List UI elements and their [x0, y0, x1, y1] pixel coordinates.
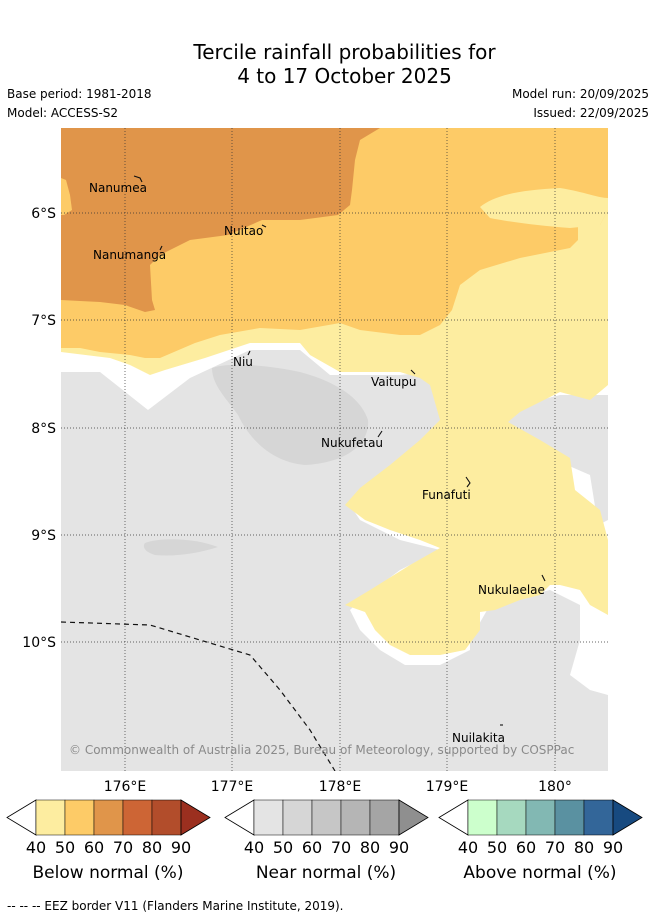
near-normal-50-patch-1 [212, 364, 369, 465]
title-line-2: 4 to 17 October 2025 [237, 64, 452, 88]
colorbar-tick-label: 40 [458, 838, 478, 857]
place-label: Funafuti [422, 488, 471, 502]
island-nanumea [133, 175, 143, 183]
lon-label: 178°E [319, 779, 362, 795]
colorbar-segment [93, 799, 124, 836]
colorbar-under-triangle [224, 799, 255, 836]
lon-label: 177°E [211, 779, 254, 795]
lat-label: 9°S [31, 528, 56, 544]
lon-label: 179°E [426, 779, 469, 795]
colorbar-segment [340, 799, 371, 836]
colorbar-label-below: Below normal (%) [32, 863, 184, 883]
colorbar-label-near: Near normal (%) [255, 863, 397, 883]
lat-label: 10°S [22, 635, 56, 651]
below-normal-40-top-patch [480, 188, 608, 228]
copyright-notice: © Commonwealth of Australia 2025, Bureau… [69, 743, 574, 757]
eez-border [61, 621, 336, 771]
colorbar-below-normal: 40 50 60 70 80 90 [6, 799, 211, 857]
model-run: Model run: 20/09/2025 [511, 87, 649, 101]
issued-date: Issued: 22/09/2025 [533, 106, 649, 120]
island-nukulaelae [541, 574, 546, 582]
island-vaitupu [410, 369, 416, 375]
lon-label: 180° [538, 779, 572, 795]
colorbar-tick-label: 50 [55, 838, 75, 857]
eez-legend: -- -- -- EEZ border V11 (Flanders Marine… [7, 899, 344, 913]
colorbar-tick-label: 90 [171, 838, 191, 857]
colorbar-tick-label: 70 [331, 838, 351, 857]
island-nanumanga [159, 245, 163, 251]
island-niu [247, 350, 251, 356]
colorbar-tick-label: 80 [574, 838, 594, 857]
island-nuitao [261, 224, 267, 228]
colorbar-segment [253, 799, 284, 836]
colorbar-tick-label: 50 [487, 838, 507, 857]
colorbar-segment [282, 799, 313, 836]
colorbar-tick-label: 50 [273, 838, 293, 857]
island-funafuti [465, 476, 471, 488]
place-label: Vaitupu [371, 375, 417, 389]
place-label: Niu [233, 355, 253, 369]
colorbar-segment [151, 799, 182, 836]
model-name: Model: ACCESS-S2 [7, 106, 119, 120]
colorbar-segment [64, 799, 95, 836]
colorbar-segment [311, 799, 342, 836]
near-normal-50-patch-2 [143, 539, 218, 556]
colorbar-tick-label: 70 [545, 838, 565, 857]
place-label: Nuitao [224, 224, 263, 238]
colorbar-over-triangle [398, 799, 429, 836]
colorbar-tick-label: 60 [516, 838, 536, 857]
colorbar-under-triangle [6, 799, 37, 836]
place-label: Nanumea [89, 181, 147, 195]
colorbar-label-above: Above normal (%) [463, 863, 617, 883]
below-normal-50-left-patch [61, 178, 72, 215]
place-label: Nanumanga [93, 248, 166, 262]
colorbar-segment [35, 799, 66, 836]
colorbar-tick-label: 60 [302, 838, 322, 857]
colorbar-tick-label: 40 [26, 838, 46, 857]
colorbar-segment [496, 799, 527, 836]
colorbar-over-triangle [180, 799, 211, 836]
colorbar-under-triangle [438, 799, 469, 836]
place-label: Nuilakita [452, 731, 505, 745]
base-period: Base period: 1981-2018 [7, 87, 152, 101]
colorbar-above-normal: 40 50 60 70 80 90 [438, 799, 643, 857]
near-normal-region [61, 350, 608, 771]
colorbar-segment [467, 799, 498, 836]
lon-label: 176°E [104, 779, 147, 795]
colorbar-tick-label: 80 [360, 838, 380, 857]
colorbar-over-triangle [612, 799, 643, 836]
colorbar-near-normal: 40 50 60 70 80 90 [224, 799, 429, 857]
place-label: Nukulaelae [478, 583, 545, 597]
colorbar-segment [525, 799, 556, 836]
below-normal-60-region [61, 128, 380, 312]
map-title: Tercile rainfall probabilities for 4 to … [0, 40, 655, 88]
lat-label: 8°S [31, 421, 56, 437]
colorbars: 40 50 60 70 80 90 40 50 60 70 80 90 40 50 60 70 80 90 [6, 799, 643, 857]
lat-label: 7°S [31, 313, 56, 329]
colorbar-segment [369, 799, 400, 836]
place-label: Nukufetau [321, 436, 383, 450]
colorbar-tick-label: 80 [142, 838, 162, 857]
colorbar-segment [554, 799, 585, 836]
colorbar-tick-label: 90 [603, 838, 623, 857]
colorbar-tick-label: 60 [84, 838, 104, 857]
colorbar-tick-label: 40 [244, 838, 264, 857]
lat-label: 6°S [31, 206, 56, 222]
colorbar-tick-label: 70 [113, 838, 133, 857]
island-nukufetau [377, 430, 383, 438]
colorbar-tick-label: 90 [389, 838, 409, 857]
title-line-1: Tercile rainfall probabilities for [193, 40, 496, 64]
colorbar-segment [583, 799, 614, 836]
colorbar-segment [122, 799, 153, 836]
